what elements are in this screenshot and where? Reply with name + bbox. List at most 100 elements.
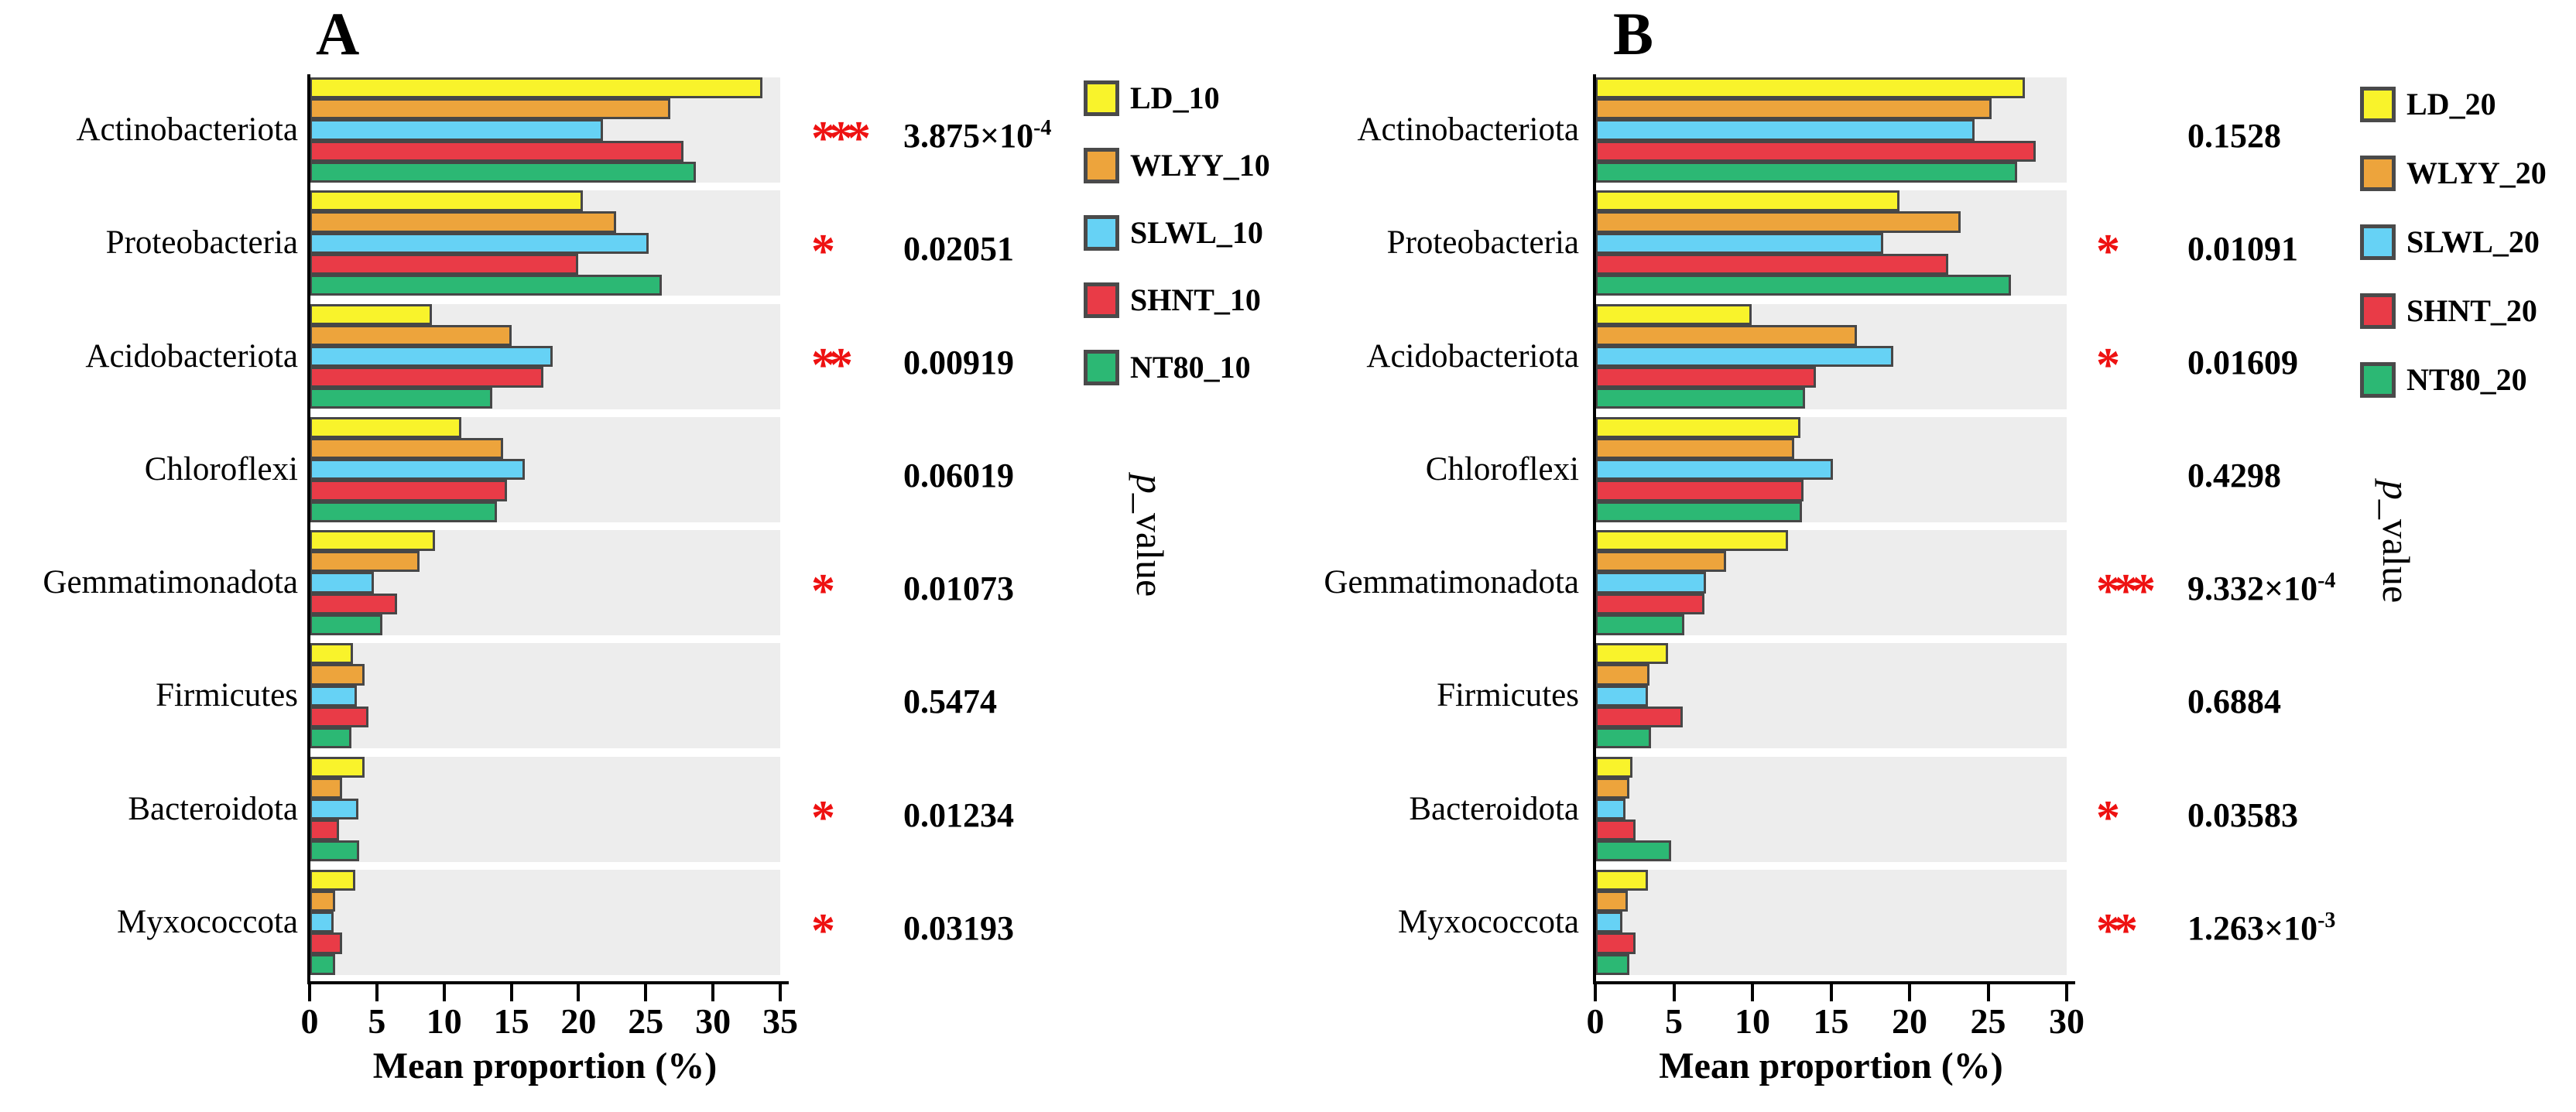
bar-ld_10-bacteroidota: [310, 756, 365, 778]
bar-nt80_20-gemmatimonadota: [1595, 614, 1684, 635]
x-tick-label: 20: [560, 1001, 597, 1041]
category-band: [310, 756, 780, 862]
bar-nt80_20-proteobacteria: [1595, 275, 2011, 296]
bar-nt80_10-actinobacteriota: [310, 161, 696, 183]
bar-wlyy_10-gemmatimonadota: [310, 551, 420, 573]
bar-slwl_10-actinobacteriota: [310, 119, 603, 141]
p-value-base: 9.332×10: [2187, 570, 2318, 607]
bar-slwl_20-firmicutes: [1595, 685, 1648, 707]
x-tick-mark: [711, 981, 715, 1001]
bar-shnt_20-bacteroidota: [1595, 819, 1636, 841]
bar-nt80_10-gemmatimonadota: [310, 614, 382, 635]
bar-shnt_20-actinobacteriota: [1595, 140, 2036, 162]
p-value: 1.263×10-3: [2187, 909, 2335, 946]
significance-stars: *: [2096, 225, 2120, 279]
bar-wlyy_20-bacteroidota: [1595, 777, 1629, 799]
legend-swatch-wlyy_10: [1084, 148, 1119, 183]
bar-ld_10-firmicutes: [310, 643, 353, 665]
p-value-base: 0.02051: [903, 230, 1014, 269]
legend-label-shnt_20: SHNT_20: [2406, 293, 2537, 328]
category-label: Acidobacteriota: [1366, 337, 1579, 375]
category-band: [1595, 643, 2067, 749]
legend-swatch-shnt_10: [1084, 282, 1119, 318]
bar-slwl_10-proteobacteria: [310, 232, 649, 254]
significance-stars: ***: [811, 112, 871, 165]
x-tick-label: 30: [695, 1001, 731, 1041]
p-value-base: 0.1528: [2187, 117, 2281, 155]
x-tick-label: 5: [368, 1001, 386, 1041]
p-value-base: 0.01609: [2187, 343, 2298, 382]
x-tick-mark: [442, 981, 446, 1001]
p-value-base: 0.01234: [903, 796, 1014, 834]
p-value: 0.01609: [2187, 343, 2298, 382]
bar-ld_20-myxococcota: [1595, 869, 1648, 891]
bar-shnt_20-chloroflexi: [1595, 480, 1804, 501]
bar-wlyy_20-chloroflexi: [1595, 437, 1794, 460]
bar-slwl_10-firmicutes: [310, 685, 357, 707]
category-label: Chloroflexi: [144, 450, 298, 488]
bar-nt80_20-myxococcota: [1595, 953, 1629, 975]
x-tick-label: 35: [762, 1001, 798, 1041]
x-tick-label: 10: [426, 1001, 462, 1041]
bar-wlyy_20-firmicutes: [1595, 664, 1649, 686]
bar-ld_10-gemmatimonadota: [310, 530, 435, 552]
category-label: Proteobacteria: [1386, 224, 1579, 262]
bar-ld_20-firmicutes: [1595, 643, 1669, 665]
category-band: [1595, 756, 2067, 862]
bar-ld_20-acidobacteriota: [1595, 303, 1752, 325]
legend-label-nt80_10: NT80_10: [1130, 350, 1251, 385]
significance-stars: *: [811, 565, 835, 618]
legend-swatch-slwl_10: [1084, 215, 1119, 251]
bar-nt80_10-bacteroidota: [310, 840, 360, 862]
legend-label-wlyy_10: WLYY_10: [1130, 148, 1270, 183]
p-value-axis-label: p_value: [1128, 474, 1173, 597]
p-value-base: 0.06019: [903, 456, 1014, 494]
p-value: 0.00919: [903, 345, 1014, 380]
bar-ld_20-proteobacteria: [1595, 190, 1899, 212]
p-value-exponent: -3: [2317, 908, 2336, 932]
x-tick-label: 0: [1586, 1001, 1605, 1041]
x-tick-mark: [577, 981, 581, 1001]
bar-ld_10-acidobacteriota: [310, 303, 433, 325]
p-value-axis-label-value: _value: [2375, 499, 2418, 604]
significance-stars: **: [811, 338, 853, 392]
category-label: Gemmatimonadota: [1324, 564, 1579, 600]
legend-swatch-shnt_20: [2360, 293, 2396, 329]
p-value: 0.03583: [2187, 796, 2298, 834]
significance-stars: **: [2096, 904, 2138, 957]
bar-nt80_10-proteobacteria: [310, 275, 663, 296]
x-tick-mark: [1986, 981, 1990, 1001]
bar-nt80_20-actinobacteriota: [1595, 161, 2017, 183]
p-value-base: 0.03583: [2187, 796, 2298, 834]
legend-swatch-nt80_20: [2360, 362, 2396, 398]
p-value-base: 0.01091: [2187, 230, 2298, 269]
legend-swatch-slwl_20: [2360, 224, 2396, 260]
bar-ld_20-bacteroidota: [1595, 756, 1632, 778]
p-value-base: 0.03193: [903, 908, 1014, 947]
bar-slwl_20-acidobacteriota: [1595, 345, 1893, 368]
x-tick-label: 25: [1970, 1001, 2006, 1041]
p-value: 0.01091: [2187, 232, 2298, 266]
bar-wlyy_10-bacteroidota: [310, 777, 342, 799]
x-tick-mark: [308, 981, 311, 1001]
y-axis-line: [1593, 74, 1596, 984]
p-value-exponent: -4: [2317, 569, 2336, 593]
legend-swatch-ld_20: [2360, 87, 2396, 122]
p-value: 0.01234: [903, 796, 1014, 834]
x-tick-mark: [1672, 981, 1676, 1001]
category-label: Firmicutes: [1437, 677, 1579, 714]
bar-wlyy_10-acidobacteriota: [310, 324, 512, 346]
category-label: Chloroflexi: [1425, 450, 1579, 488]
bar-wlyy_20-actinobacteriota: [1595, 98, 1992, 120]
bar-wlyy_10-myxococcota: [310, 890, 336, 912]
category-band: [1595, 869, 2067, 975]
bar-slwl_10-myxococcota: [310, 912, 334, 933]
category-band: [310, 643, 780, 749]
bar-slwl_20-chloroflexi: [1595, 459, 1834, 481]
p-value-axis-label-p: p: [2375, 480, 2418, 500]
legend-swatch-nt80_10: [1084, 350, 1119, 385]
panel-title: A: [316, 0, 360, 67]
x-tick-mark: [644, 981, 648, 1001]
significance-stars: *: [2096, 791, 2120, 844]
category-band: [310, 869, 780, 975]
